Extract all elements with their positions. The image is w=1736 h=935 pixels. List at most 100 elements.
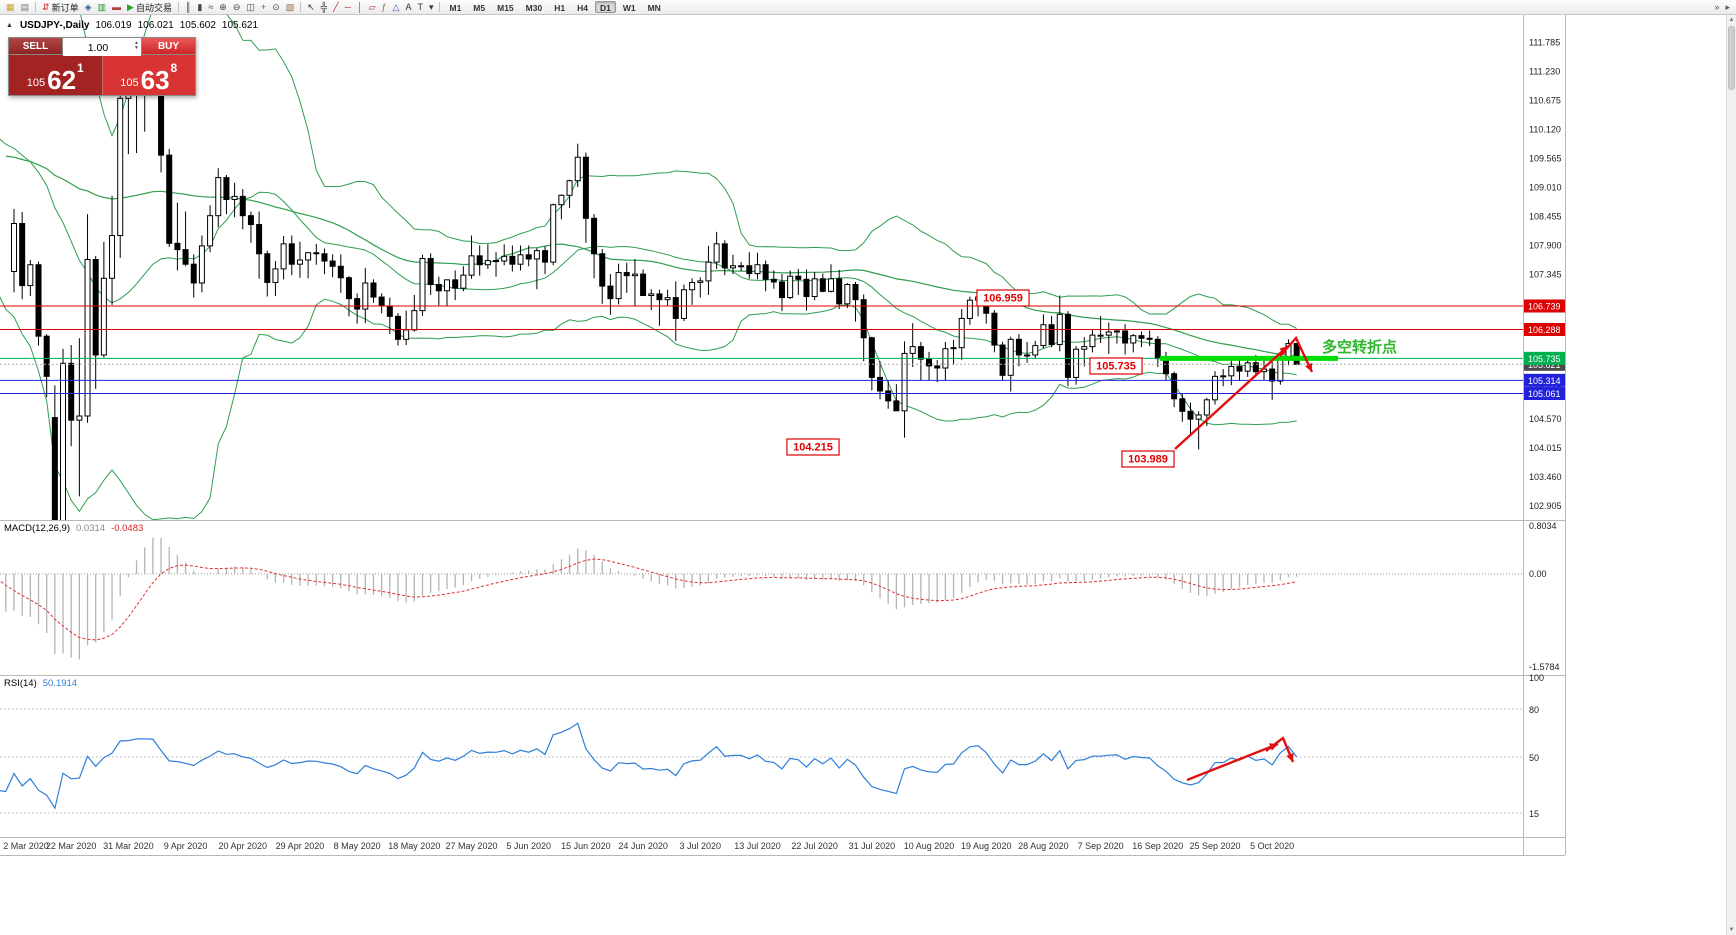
timeframe-d1-button[interactable]: D1 [594,1,616,13]
timeframe-mn-button[interactable]: MN [647,3,661,13]
svg-text:25 Sep 2020: 25 Sep 2020 [1189,841,1240,851]
templates-icon[interactable]: ▧ [283,1,298,14]
main-toolbar: ▦ ▤ ⇵ 新订单 ◈ ▥ ▬ ▶ 自动交易 ║ ▮ ≈ ⊕ ⊖ ◫ + ⊙ ▧ ↖ ╬ ╱ ─ │ ▱ ƒ △ A T ▾ M1 M5 M1… [0,0,1736,15]
crosshair-icon[interactable]: ╬ [318,1,330,14]
fibonacci-icon[interactable]: ƒ [379,1,390,14]
price-annotation-box [786,438,840,456]
ohlc-open: 106.019 [95,20,132,31]
cursor-icon[interactable]: ↖ [304,1,318,14]
equidistant-channel-icon[interactable]: ▱ [366,1,379,14]
label-icon[interactable]: T [414,1,426,14]
navigator-icon[interactable]: ◈ [82,1,95,14]
periods-icon[interactable]: ⊙ [269,1,283,14]
svg-text:80: 80 [1529,705,1539,715]
scrollbar-up-icon[interactable]: ▲ [1728,17,1735,23]
price-annotation-box [1121,450,1175,468]
line-chart-type-icon: ≈ [208,1,214,12]
rsi-indicator-label: RSI(14) 50.1914 [4,678,77,689]
tile-windows-icon[interactable]: ◫ [243,1,258,14]
svg-text:8 May 2020: 8 May 2020 [334,841,381,851]
rsi-layer [0,708,1523,814]
auto-trading-button[interactable]: ▶ 自动交易 [124,1,175,14]
timeframe-m30-button[interactable]: M30 [525,3,543,13]
toolbar-separator [300,2,302,12]
price-axis-tag [1524,299,1565,313]
timeframe-m15-button[interactable]: M15 [497,3,514,13]
main-chart-layer: 106.959 105.735 104.215 103.989 多空转折点 [0,15,1523,520]
svg-text:28 Aug 2020: 28 Aug 2020 [1018,841,1069,851]
arrows-dropdown-icon[interactable]: ▾ [426,1,437,14]
label-icon: T [417,1,423,12]
price-axis-tag [1524,351,1565,365]
price-annotation-box [976,289,1030,307]
sell-price[interactable]: 105 62 1 [9,55,103,95]
scrollbar-thumb[interactable] [1728,26,1735,90]
market-watch-icon[interactable]: ▥ [95,1,110,14]
svg-text:110.675: 110.675 [1529,96,1561,106]
svg-text:105.314: 105.314 [1528,376,1561,386]
line-chart-type-icon[interactable]: ≈ [205,1,216,14]
trend-arrow [1265,736,1295,763]
macd-title: MACD(12,26,9) [4,523,70,534]
rsi-line [0,722,1298,810]
zoom-out-icon[interactable]: ⊖ [230,1,244,14]
new-order-button[interactable]: ⇵ 新订单 [39,1,82,14]
bar-chart-type-icon[interactable]: ║ [182,1,194,14]
toolbar-overflow-icon[interactable]: » [1711,1,1722,14]
add-indicator-icon[interactable]: + [258,1,269,14]
svg-text:18 May 2020: 18 May 2020 [388,841,440,851]
data-window-icon[interactable]: ▬ [109,1,124,14]
turning-point-label: 多空转折点 [1322,338,1397,356]
zoom-in-icon[interactable]: ⊕ [216,1,230,14]
volume-field-wrap: ▲▼ [63,38,141,56]
svg-text:24 Jun 2020: 24 Jun 2020 [618,841,668,851]
volume-input[interactable] [63,40,141,56]
data-window-icon: ▬ [112,1,122,12]
timeframe-m1-button[interactable]: M1 [449,3,462,13]
rsi-value: 50.1914 [42,678,78,689]
svg-text:0.8034: 0.8034 [1529,521,1557,531]
profiles-icon[interactable]: ▤ [18,1,33,14]
docking-icon[interactable]: ▸ [1722,1,1733,14]
trend-arrow [1279,335,1314,373]
vertical-scrollbar[interactable]: ▲ ▼ [1726,15,1736,935]
timeframe-m5-button[interactable]: M5 [473,3,486,13]
market-watch-icon: ▥ [97,1,107,12]
collapse-trade-panel-icon[interactable]: ▲ [6,22,13,29]
svg-text:7 Sep 2020: 7 Sep 2020 [1078,841,1124,851]
scrollbar-down-icon[interactable]: ▼ [1728,927,1735,933]
sell-button[interactable]: SELL [9,38,63,54]
svg-text:105.061: 105.061 [1528,389,1561,399]
vertical-line-icon[interactable]: │ [354,1,366,14]
symbol-title: USDJPY-,Daily [19,20,90,31]
shapes-icon[interactable]: △ [390,1,403,14]
ohlc-high: 106.021 [137,20,174,31]
toolbar-separator [439,2,441,12]
horizontal-line-icon[interactable]: ─ [342,1,354,14]
trend-arrow-head [1269,743,1278,751]
zoom-in-icon: ⊕ [219,1,227,12]
svg-text:108.455: 108.455 [1529,211,1562,221]
trend-arrow-head [1305,363,1313,372]
volume-spinner-icon[interactable]: ▲ ▼ [134,40,139,51]
ohlc-close: 105.621 [221,20,259,31]
buy-price[interactable]: 105 63 8 [102,55,195,95]
svg-text:106.288: 106.288 [1528,325,1561,335]
trendline-icon[interactable]: ╱ [330,1,341,14]
timeframe-w1-button[interactable]: W1 [622,3,636,13]
svg-text:22 Jul 2020: 22 Jul 2020 [791,841,838,851]
text-icon[interactable]: A [402,1,414,14]
macd-layer [0,537,1523,660]
price-axis-tag [1524,387,1565,401]
timeframe-h4-button[interactable]: H4 [577,3,588,13]
navigator-icon: ◈ [84,1,92,12]
buy-button[interactable]: BUY [141,38,195,54]
svg-text:27 May 2020: 27 May 2020 [445,841,497,851]
timeframe-h1-button[interactable]: H1 [554,3,566,13]
charts-grid-icon[interactable]: ▦ [3,1,18,14]
candlestick-chart-type-icon[interactable]: ▮ [194,1,205,14]
macd-histogram [5,537,1298,660]
svg-text:20 Apr 2020: 20 Apr 2020 [218,841,267,851]
price-axis-tag [1524,323,1565,337]
